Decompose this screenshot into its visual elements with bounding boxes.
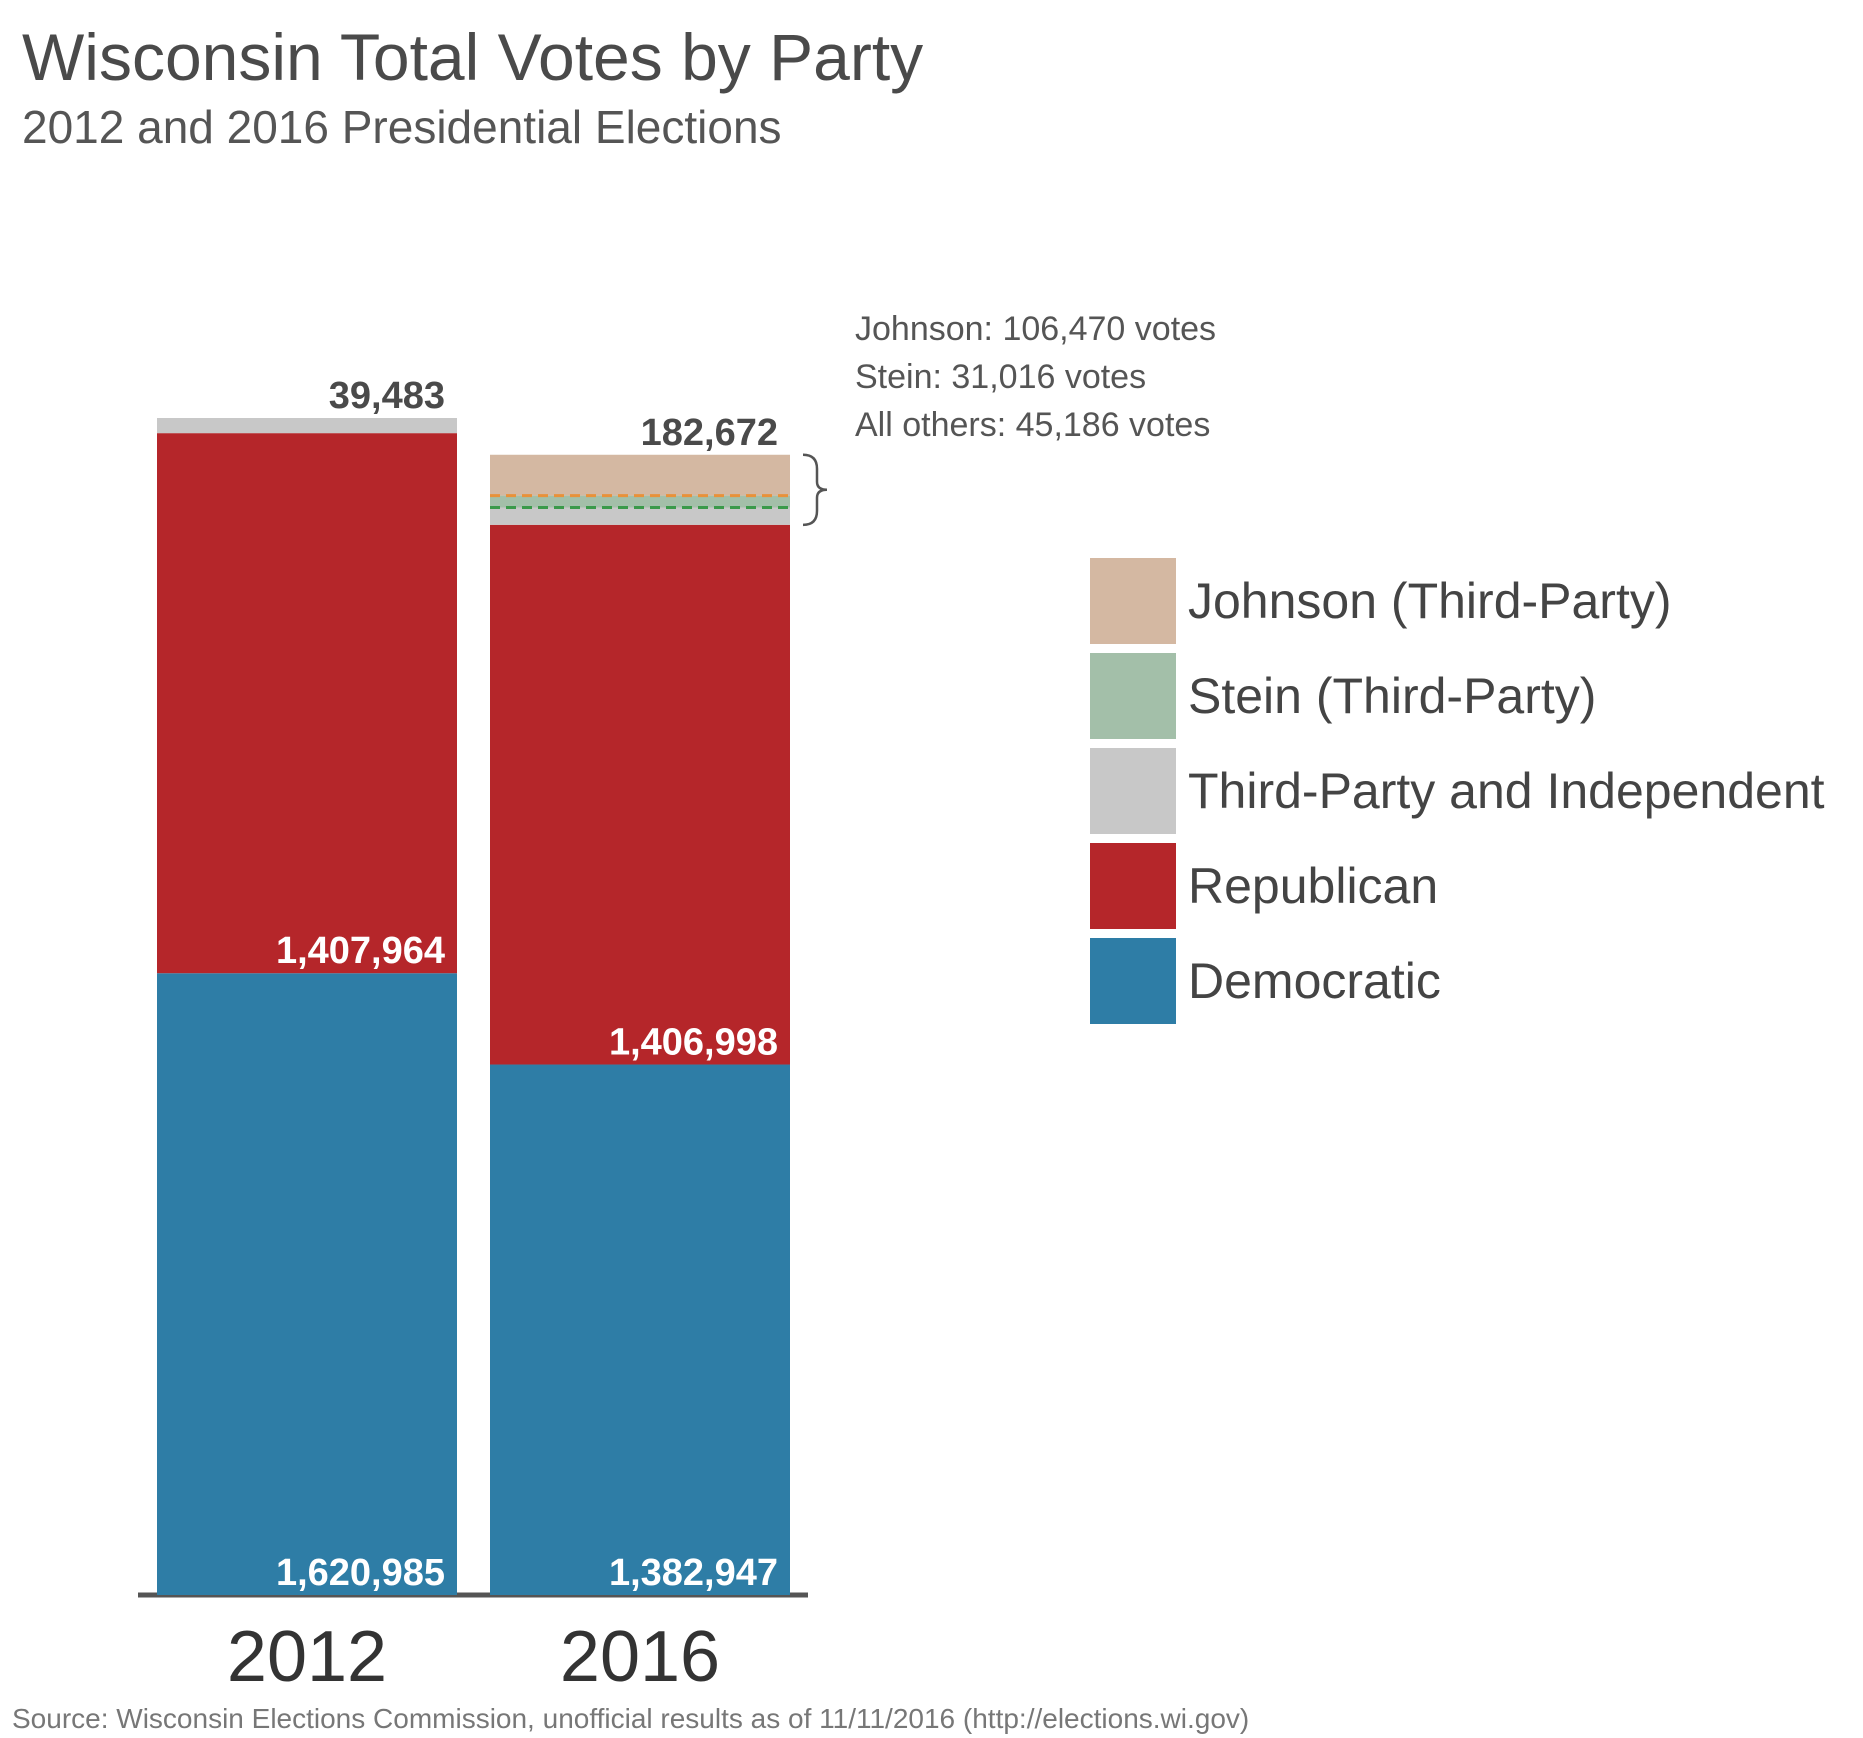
- chart-title: Wisconsin Total Votes by Party: [22, 20, 923, 94]
- third-party-annotation: Johnson: 106,470 votes Stein: 31,016 vote…: [802, 310, 1216, 527]
- chart-subtitle: 2012 and 2016 Presidential Elections: [22, 101, 782, 153]
- annotation-line-1: Johnson: 106,470 votes: [855, 310, 1216, 348]
- legend-swatch-third-party-and-independent: [1090, 748, 1176, 834]
- legend-label-stein-third-party: Stein (Third-Party): [1188, 668, 1596, 724]
- bars-group: 1,620,985 1,407,964 39,483 2012 1,382,947 1,4…: [138, 375, 808, 1697]
- bar-johnson-third-party-2016: [490, 454, 790, 496]
- legend: Johnson (Third-Party) Stein (Third-Party)…: [1090, 558, 1825, 1024]
- x-tick-label-2016: 2016: [560, 1617, 720, 1697]
- legend-swatch-republican: [1090, 843, 1176, 929]
- data-label-democratic-2016: 1,382,947: [609, 1552, 778, 1594]
- bar-democratic-2012: [157, 973, 457, 1595]
- legend-swatch-democratic: [1090, 938, 1176, 1024]
- data-label-republican-2012: 1,407,964: [276, 930, 445, 972]
- annotation-line-2: Stein: 31,016 votes: [855, 358, 1146, 396]
- data-label-democratic-2012: 1,620,985: [276, 1552, 445, 1594]
- bar-third-party-and-independent-2016: [490, 507, 790, 525]
- annotation-line-3: All others: 45,186 votes: [855, 406, 1210, 444]
- bar-republican-2016: [490, 524, 790, 1065]
- bar-third-party-and-independent-2012: [157, 418, 457, 434]
- annotation-brace: [802, 453, 828, 527]
- data-label-third-party-total-2012: 39,483: [329, 375, 445, 417]
- legend-swatch-johnson-third-party: [1090, 558, 1176, 644]
- legend-label-republican: Republican: [1188, 858, 1438, 914]
- legend-label-johnson-third-party: Johnson (Third-Party): [1188, 573, 1672, 629]
- bar-stein-third-party-2016: [490, 495, 790, 508]
- data-label-third-party-total-2016: 182,672: [641, 412, 778, 454]
- bar-republican-2012: [157, 433, 457, 974]
- x-tick-label-2012: 2012: [227, 1617, 387, 1697]
- legend-label-third-party-and-independent: Third-Party and Independent: [1188, 763, 1825, 819]
- legend-swatch-stein-third-party: [1090, 653, 1176, 739]
- legend-label-democratic: Democratic: [1188, 953, 1441, 1009]
- source-note: Source: Wisconsin Elections Commission, …: [12, 1703, 1249, 1734]
- bar-democratic-2016: [490, 1064, 790, 1595]
- data-label-republican-2016: 1,406,998: [609, 1022, 778, 1064]
